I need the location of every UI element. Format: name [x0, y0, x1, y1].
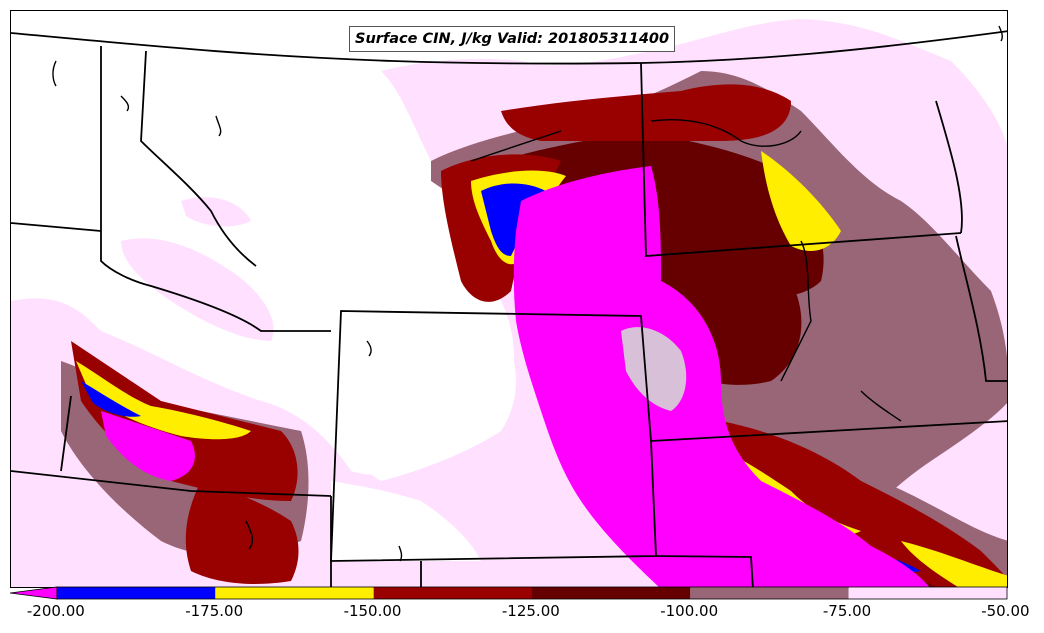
magenta-hole [621, 327, 687, 411]
boundary-wyoming [330, 310, 657, 562]
colorbar-tick-label: -175.00 [185, 602, 244, 620]
boundary-or-id [60, 395, 72, 472]
boundary-wa-or [11, 222, 102, 232]
boundary-minnesota [955, 235, 1007, 382]
colorbar-segment [57, 587, 216, 599]
colorbar-extension-low [9, 586, 58, 600]
colorbar [9, 586, 1008, 600]
colorbar-segment [532, 587, 691, 599]
colorbar-outline [56, 586, 1008, 600]
cin-field-map [11, 19, 1007, 587]
boundary-sd-ne [650, 420, 1007, 442]
water-features [52, 25, 1003, 562]
colorbar-tick-label: -150.00 [343, 602, 402, 620]
political-boundaries [11, 30, 1007, 587]
us-canada-border [11, 30, 1007, 65]
boundary-idaho-montana [100, 46, 331, 332]
boundary-nd-sd [640, 62, 962, 257]
colorbar-tick-label: -200.00 [26, 602, 85, 620]
boundary-ut-id [11, 470, 332, 497]
colorbar-segment [690, 587, 849, 599]
colorbar-segment [373, 587, 532, 599]
map-panel: Surface CIN, J/kg Valid: 201805311400 [10, 10, 1008, 588]
colorbar-tick-label: -100.00 [660, 602, 719, 620]
colorbar-tick-label: -125.00 [501, 602, 560, 620]
cin-band-below-200 [101, 166, 930, 587]
colorbar-segment [848, 587, 1007, 599]
map-title: Surface CIN, J/kg Valid: 201805311400 [349, 26, 676, 52]
boundary-ne-ks [655, 555, 754, 587]
colorbar-segment [215, 587, 374, 599]
boundary-montana-west [140, 50, 257, 267]
boundary-iowa-mn [935, 100, 963, 234]
colorbar-tick-label: -50.00 [981, 602, 1030, 620]
colorbar-tick-label: -75.00 [822, 602, 872, 620]
